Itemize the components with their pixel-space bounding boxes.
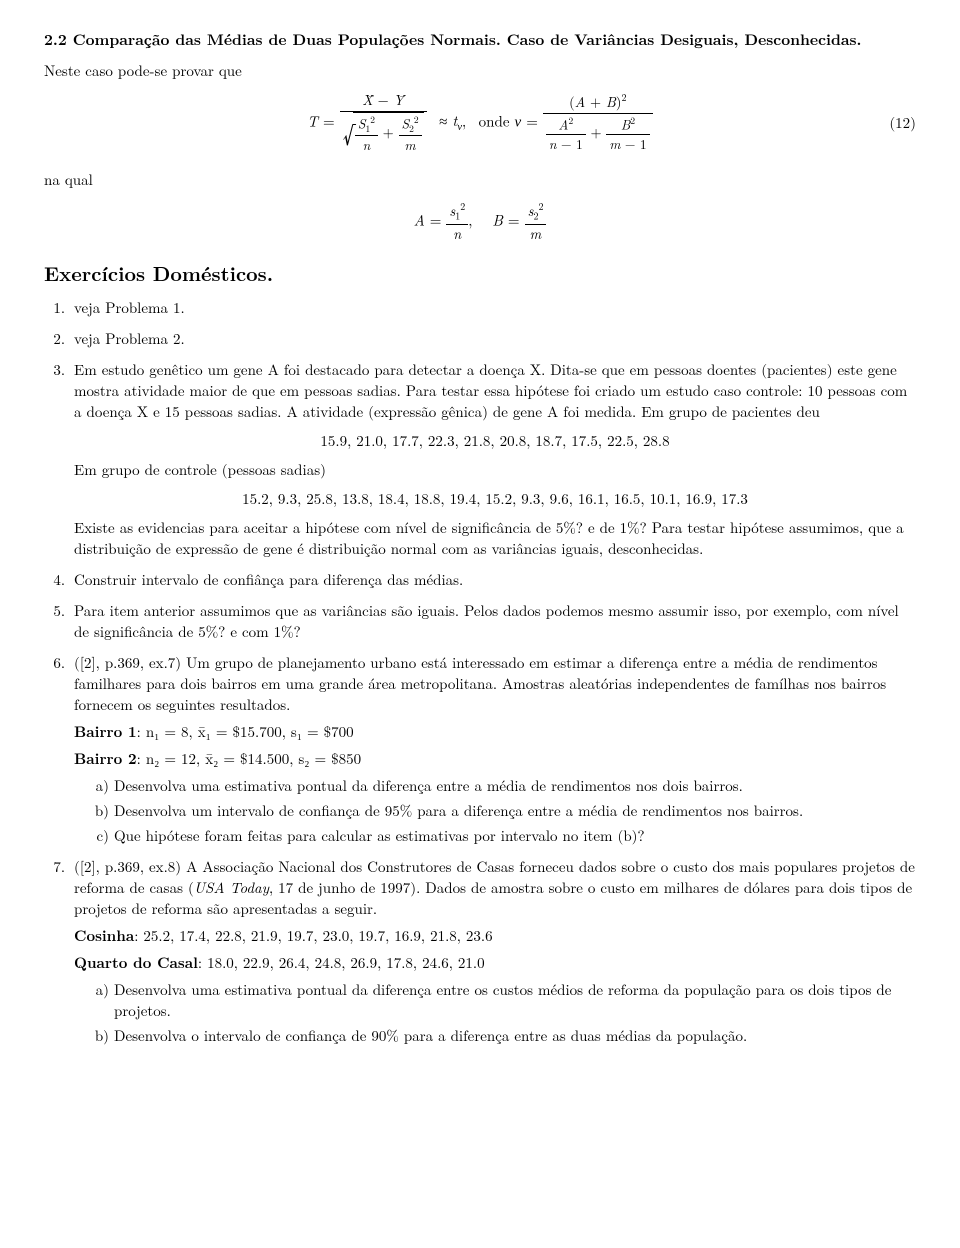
ex3-data-controls: 15.2, 9.3, 25.8, 13.8, 18.4, 18.8, 19.4,… <box>74 488 916 509</box>
exercise-3: Em estudo genêtico um gene A foi destaca… <box>70 359 916 559</box>
exercise-2: veja Problema 2. <box>70 328 916 349</box>
exercise-6: ([2], p.369, ex.7) Um grupo de planejame… <box>70 652 916 846</box>
ex7-subitems: Desenvolva uma estimativa pontual da dif… <box>74 979 916 1046</box>
equation-ab: A = s12n, B = s22m <box>44 200 916 244</box>
exercise-4: Construir intervalo de confiânça para di… <box>70 569 916 590</box>
ex3-paragraph-2: Em grupo de controle (pessoas sadias) <box>74 459 916 480</box>
exercise-7: ([2], p.369, ex.8) A Associação Nacional… <box>70 856 916 1046</box>
equation-12: T = X̄ − Ȳ √S12n + S22m ≈ tν, onde ν = (… <box>44 91 916 155</box>
ex7-cosinha-label: Cosinha <box>74 925 134 946</box>
ex7-quarto-values: : 18.0, 22.9, 26.4, 24.8, 26.9, 17.8, 24… <box>198 952 485 973</box>
ex7-item-b: Desenvolva o intervalo de confiança de 9… <box>114 1025 916 1046</box>
ex3-data-patients: 15.9, 21.0, 17.7, 22.3, 21.8, 20.8, 18.7… <box>74 430 916 451</box>
ex7-usa-today: USA Today <box>194 877 269 898</box>
ex7-quarto-label: Quarto do Casal <box>74 952 198 973</box>
equation-12-number: (12) <box>889 112 916 133</box>
exercise-5: Para item anterior assumimos que as vari… <box>70 600 916 642</box>
exercise-list: veja Problema 1. veja Problema 2. Em est… <box>44 297 916 1046</box>
ex6-bairro1-label: Bairro 1 <box>74 721 137 742</box>
ex3-paragraph-1: Em estudo genêtico um gene A foi destaca… <box>74 359 907 422</box>
ex7-cosinha-values: : 25.2, 17.4, 22.8, 21.9, 19.7, 23.0, 19… <box>134 925 492 946</box>
section-2-2-title: 2.2 Comparação das Médias de Duas Popula… <box>44 28 916 50</box>
ex6-subitems: Desenvolva uma estimativa pontual da dif… <box>74 775 916 846</box>
ex6-item-a: Desenvolva uma estimativa pontual da dif… <box>114 775 916 796</box>
ex6-bairro2-values: : n₂ = 12, x̄₂ = $14.500, s₂ = $850 <box>137 748 362 769</box>
ex6-item-b: Desenvolva um intervalo de confiança de … <box>114 800 916 821</box>
ex6-bairro2-label: Bairro 2 <box>74 748 137 769</box>
ex6-bairro1-values: : n₁ = 8, x̄₁ = $15.700, s₁ = $700 <box>137 721 354 742</box>
ex3-paragraph-3: Existe as evidencias para aceitar a hipó… <box>74 517 916 559</box>
intro-text: Neste caso pode-se provar que <box>44 60 916 81</box>
ex7-item-a: Desenvolva uma estimativa pontual da dif… <box>114 979 916 1021</box>
ex6-item-c: Que hipótese foram feitas para calcular … <box>114 825 916 846</box>
exercise-1: veja Problema 1. <box>70 297 916 318</box>
na-qual-text: na qual <box>44 169 916 190</box>
exercicios-domesticos-title: Exercícios Domésticos. <box>44 259 916 287</box>
ex6-paragraph-1: ([2], p.369, ex.7) Um grupo de planejame… <box>74 652 886 715</box>
